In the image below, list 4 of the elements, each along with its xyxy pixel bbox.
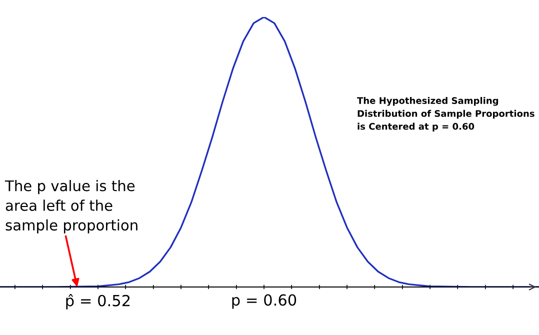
x-tick-label: p̂ = 0.52 [66, 294, 130, 310]
annotation: The Hypothesized Sampling Distribution of Sample Proportions is Centered at p = 0.60 [357, 97, 534, 132]
annotation: The p value is the area left of the sample proportion [4, 180, 138, 234]
x-tick-label: p = 0.60 [232, 294, 296, 309]
